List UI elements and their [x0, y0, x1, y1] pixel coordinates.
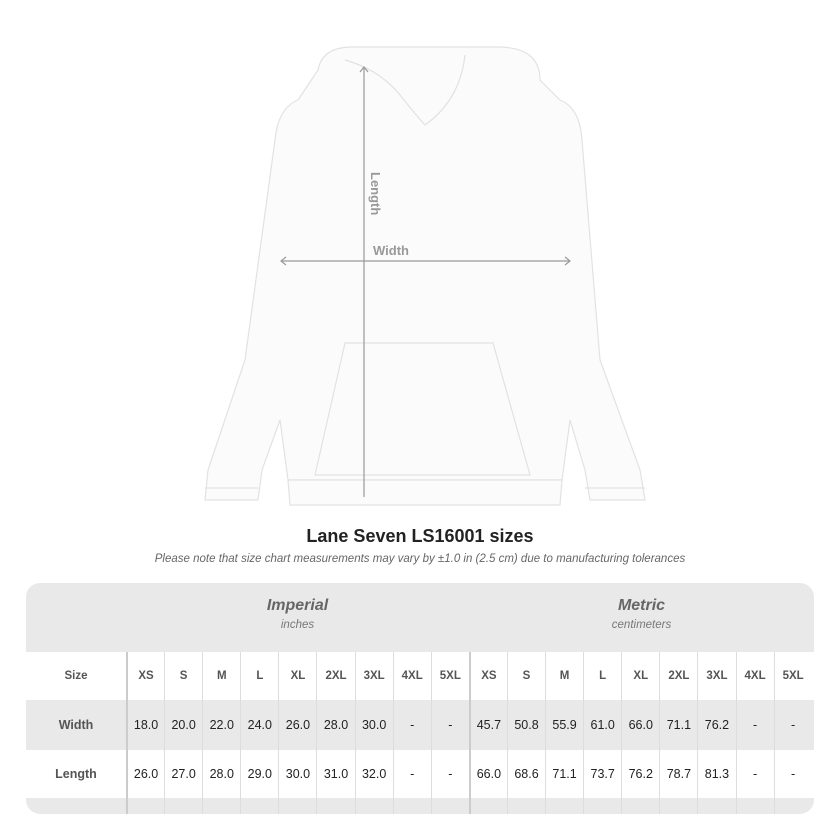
metric-size-2xl: 2XL — [659, 652, 697, 700]
metric-size-4xl: 4XL — [735, 652, 774, 700]
imperial-size-4xl: 4XL — [392, 652, 431, 700]
imperial-size-5xl: 5XL — [430, 652, 469, 700]
footer-cell — [773, 798, 812, 814]
length-arrow — [359, 66, 369, 497]
imperial-value-cell: 28.0 — [202, 750, 240, 798]
metric-unit: centimeters — [611, 619, 672, 631]
hoodie-illustration — [204, 46, 646, 506]
footer-cell — [621, 798, 659, 814]
imperial-value-cell: - — [392, 750, 431, 798]
imperial-value-cell: 30.0 — [278, 750, 316, 798]
metric-value-cell: 45.7 — [468, 700, 507, 750]
footer-cell — [468, 798, 507, 814]
footer-cell — [240, 798, 278, 814]
imperial-value-cell: 26.0 — [126, 750, 164, 798]
tolerance-note: Please note that size chart measurements… — [154, 553, 686, 565]
footer-cell — [316, 798, 354, 814]
hoodie-diagram: Length Width — [204, 46, 646, 506]
footer-cell — [26, 798, 126, 814]
table-footer — [26, 798, 814, 814]
row-label: Length — [55, 767, 97, 781]
metric-value-cell: 78.7 — [659, 750, 697, 798]
imperial-size-3xl: 3XL — [354, 652, 393, 700]
metric-value-cell: 66.0 — [468, 750, 507, 798]
metric-value-cell: 61.0 — [583, 700, 621, 750]
imperial-size-xl: XL — [278, 652, 316, 700]
imperial-size-l: L — [240, 652, 278, 700]
size-header-label: Size — [64, 670, 88, 682]
metric-value-cell: 68.6 — [506, 750, 545, 798]
table-row-length: Length 26.0 27.0 28.0 29.0 30.0 31.0 32.0- -66.0… — [26, 750, 814, 798]
imperial-header: Imperial inches — [126, 583, 469, 652]
table-row-width: Width 18.0 20.0 22.0 24.0 26.0 28.0 30.0- -45.7 5… — [26, 700, 814, 750]
footer-cell — [278, 798, 316, 814]
footer-cell — [735, 798, 774, 814]
imperial-value-cell: 18.0 — [126, 700, 164, 750]
metric-value-cell: - — [773, 700, 812, 750]
metric-value-cell: 55.9 — [545, 700, 583, 750]
size-chart-table: Imperial inches Metric centimeters Size X… — [26, 583, 814, 814]
imperial-size-xs: XS — [126, 652, 164, 700]
metric-value-cell: 76.2 — [621, 750, 659, 798]
footer-cell — [354, 798, 393, 814]
metric-value-cell: 76.2 — [697, 700, 735, 750]
metric-size-xs: XS — [468, 652, 507, 700]
footer-cell — [202, 798, 240, 814]
imperial-value-cell: - — [392, 700, 431, 750]
metric-value-cell: - — [735, 750, 774, 798]
metric-value-cell: 71.1 — [545, 750, 583, 798]
metric-size-3xl: 3XL — [697, 652, 735, 700]
imperial-value-cell: 20.0 — [164, 700, 202, 750]
imperial-value-cell: - — [430, 700, 469, 750]
metric-value-cell: 71.1 — [659, 700, 697, 750]
imperial-value-cell: 26.0 — [278, 700, 316, 750]
metric-size-l: L — [583, 652, 621, 700]
width-label: Width — [373, 243, 409, 258]
metric-title: Metric — [617, 597, 666, 614]
length-label: Length — [368, 172, 383, 215]
metric-size-m: M — [545, 652, 583, 700]
metric-value-cell: 66.0 — [621, 700, 659, 750]
imperial-value-cell: 29.0 — [240, 750, 278, 798]
metric-size-xl: XL — [621, 652, 659, 700]
imperial-value-cell: 32.0 — [354, 750, 393, 798]
metric-size-5xl: 5XL — [773, 652, 812, 700]
page-title: Lane Seven LS16001 sizes — [306, 526, 534, 546]
imperial-value-cell: 30.0 — [354, 700, 393, 750]
metric-value-cell: 73.7 — [583, 750, 621, 798]
footer-cell — [430, 798, 469, 814]
metric-header: Metric centimeters — [469, 583, 814, 652]
width-arrow — [280, 256, 571, 266]
footer-cell — [506, 798, 545, 814]
imperial-size-s: S — [164, 652, 202, 700]
footer-cell — [697, 798, 735, 814]
imperial-unit: inches — [280, 619, 315, 631]
footer-cell — [164, 798, 202, 814]
imperial-value-cell: 31.0 — [316, 750, 354, 798]
metric-value-cell: 50.8 — [506, 700, 545, 750]
footer-cell — [659, 798, 697, 814]
footer-cell — [126, 798, 164, 814]
metric-value-cell: 81.3 — [697, 750, 735, 798]
imperial-size-2xl: 2XL — [316, 652, 354, 700]
metric-value-cell: - — [773, 750, 812, 798]
metric-value-cell: - — [735, 700, 774, 750]
imperial-value-cell: 27.0 — [164, 750, 202, 798]
imperial-value-cell: 28.0 — [316, 700, 354, 750]
size-row: Size XS S M L XL 2XL 3XL 4XL 5XL XS S M L XL 2XL 3XL 4XL 5… — [26, 652, 814, 700]
imperial-value-cell: - — [430, 750, 469, 798]
footer-cell — [583, 798, 621, 814]
footer-cell — [545, 798, 583, 814]
footer-cell — [392, 798, 431, 814]
imperial-size-m: M — [202, 652, 240, 700]
imperial-value-cell: 22.0 — [202, 700, 240, 750]
imperial-title: Imperial — [266, 597, 329, 614]
metric-size-s: S — [506, 652, 545, 700]
imperial-value-cell: 24.0 — [240, 700, 278, 750]
row-label: Width — [58, 718, 94, 732]
